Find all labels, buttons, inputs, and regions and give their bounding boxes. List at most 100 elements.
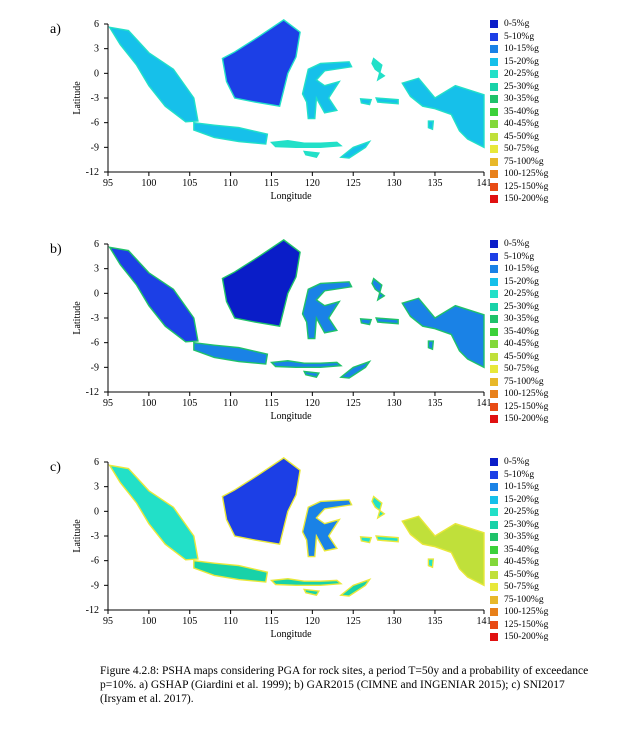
legend-item: 75-100%g bbox=[490, 376, 548, 389]
legend-label: 0-5%g bbox=[504, 239, 530, 250]
panel-c-label: c) bbox=[50, 460, 61, 475]
legend-item: 15-20%g bbox=[490, 276, 548, 289]
legend-swatch bbox=[490, 583, 498, 592]
legend-label: 125-150%g bbox=[504, 181, 549, 192]
x-tick-label: 100 bbox=[141, 398, 156, 409]
y-tick-label: 6 bbox=[94, 19, 99, 30]
island-shape bbox=[301, 61, 353, 120]
legend-swatch bbox=[490, 415, 498, 424]
legend-label: 20-25%g bbox=[504, 289, 539, 300]
y-axis-label: Latitude bbox=[72, 81, 83, 115]
legend-item: 15-20%g bbox=[490, 494, 548, 507]
legend-item: 100-125%g bbox=[490, 606, 548, 619]
legend-label: 25-30%g bbox=[504, 301, 539, 312]
y-tick-label: -12 bbox=[86, 167, 99, 178]
legend-swatch bbox=[490, 157, 498, 166]
x-tick-label: 120 bbox=[305, 398, 320, 409]
legend-swatch bbox=[490, 352, 498, 361]
island-shape bbox=[302, 588, 321, 596]
x-tick-label: 105 bbox=[182, 178, 197, 189]
legend-swatch bbox=[490, 533, 498, 542]
x-tick-label: 115 bbox=[264, 616, 279, 627]
legend-label: 50-75%g bbox=[504, 582, 539, 593]
x-tick-label: 130 bbox=[387, 178, 402, 189]
legend-label: 100-125%g bbox=[504, 607, 549, 618]
x-tick-label: 125 bbox=[346, 178, 361, 189]
legend-item: 5-10%g bbox=[490, 469, 548, 482]
legend-item: 50-75%g bbox=[490, 143, 548, 156]
legend-label: 30-35%g bbox=[504, 94, 539, 105]
island-shape bbox=[269, 578, 343, 587]
legend-item: 0-5%g bbox=[490, 238, 548, 251]
legend-item: 25-30%g bbox=[490, 519, 548, 532]
y-axis-label: Latitude bbox=[72, 301, 83, 335]
legend-item: 0-5%g bbox=[490, 18, 548, 31]
legend-label: 20-25%g bbox=[504, 507, 539, 518]
legend-label: 15-20%g bbox=[504, 56, 539, 67]
legend-label: 35-40%g bbox=[504, 106, 539, 117]
legend-swatch bbox=[490, 570, 498, 579]
legend-item: 125-150%g bbox=[490, 181, 548, 194]
legend-item: 0-5%g bbox=[490, 456, 548, 469]
legend-swatch bbox=[490, 82, 498, 91]
legend-item: 10-15%g bbox=[490, 263, 548, 276]
island-shape bbox=[221, 457, 301, 546]
legend-swatch bbox=[490, 170, 498, 179]
legend-item: 150-200%g bbox=[490, 631, 548, 644]
island-shape bbox=[301, 499, 353, 558]
island-shape bbox=[339, 360, 372, 379]
legend-swatch bbox=[490, 182, 498, 191]
legend-label: 75-100%g bbox=[504, 594, 544, 605]
y-tick-label: -3 bbox=[91, 531, 99, 542]
legend-swatch bbox=[490, 265, 498, 274]
legend-item: 100-125%g bbox=[490, 168, 548, 181]
island-shape bbox=[371, 277, 386, 302]
island-shape bbox=[108, 464, 199, 561]
legend-item: 35-40%g bbox=[490, 106, 548, 119]
island-shape bbox=[401, 77, 485, 149]
legend-label: 10-15%g bbox=[504, 482, 539, 493]
legend-swatch bbox=[490, 595, 498, 604]
legend-swatch bbox=[490, 240, 498, 249]
y-tick-label: -9 bbox=[91, 580, 99, 591]
island-shape bbox=[401, 515, 485, 587]
legend-label: 10-15%g bbox=[504, 264, 539, 275]
island-shape bbox=[269, 360, 343, 369]
legend-label: 0-5%g bbox=[504, 457, 530, 468]
legend-swatch bbox=[490, 20, 498, 29]
x-tick-label: 95 bbox=[103, 398, 113, 409]
legend-item: 30-35%g bbox=[490, 313, 548, 326]
legend-item: 25-30%g bbox=[490, 301, 548, 314]
figure-caption: Figure 4.2.8: PSHA maps considering PGA … bbox=[100, 665, 589, 705]
legend-item: 45-50%g bbox=[490, 569, 548, 582]
legend-swatch bbox=[490, 402, 498, 411]
legend-label: 35-40%g bbox=[504, 544, 539, 555]
y-tick-label: 0 bbox=[94, 506, 99, 517]
legend-item: 150-200%g bbox=[490, 413, 548, 426]
island-shape bbox=[371, 495, 386, 520]
legend-item: 35-40%g bbox=[490, 544, 548, 557]
legend-item: 5-10%g bbox=[490, 251, 548, 264]
y-tick-label: -3 bbox=[91, 93, 99, 104]
legend-label: 150-200%g bbox=[504, 632, 549, 643]
y-tick-label: 3 bbox=[94, 44, 99, 55]
legend-item: 45-50%g bbox=[490, 351, 548, 364]
legend-item: 75-100%g bbox=[490, 156, 548, 169]
legend-item: 20-25%g bbox=[490, 68, 548, 81]
x-tick-label: 125 bbox=[346, 616, 361, 627]
legend-label: 40-45%g bbox=[504, 339, 539, 350]
legend-item: 150-200%g bbox=[490, 193, 548, 206]
legend-item: 40-45%g bbox=[490, 118, 548, 131]
x-tick-label: 110 bbox=[223, 178, 238, 189]
legend-label: 50-75%g bbox=[504, 144, 539, 155]
legend-swatch bbox=[490, 633, 498, 642]
legend-swatch bbox=[490, 327, 498, 336]
x-tick-label: 135 bbox=[427, 178, 442, 189]
island-shape bbox=[193, 341, 269, 365]
x-tick-label: 100 bbox=[141, 178, 156, 189]
island-shape bbox=[375, 535, 399, 543]
y-tick-label: -6 bbox=[91, 118, 99, 129]
island-shape bbox=[221, 239, 301, 328]
legend-label: 150-200%g bbox=[504, 414, 549, 425]
legend-label: 40-45%g bbox=[504, 557, 539, 568]
